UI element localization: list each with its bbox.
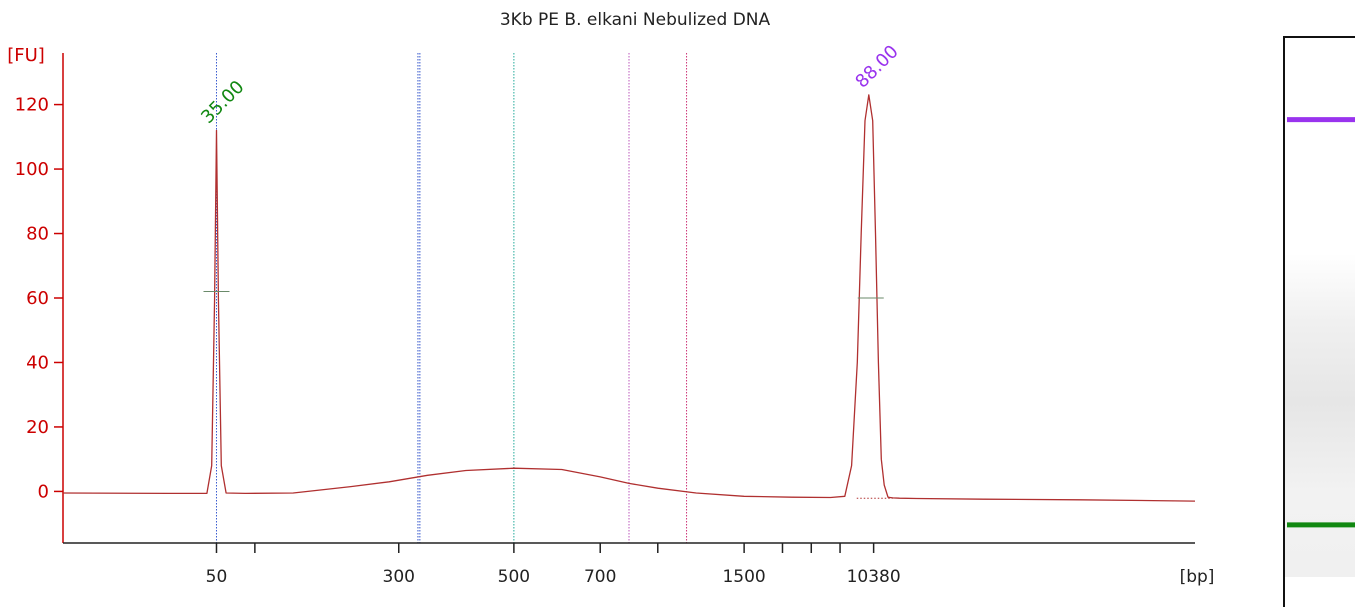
axes	[62, 53, 1195, 544]
x-tick-label-50: 50	[206, 567, 228, 587]
x-tick-label-300: 300	[383, 567, 415, 587]
y-tick-label-60: 60	[26, 288, 49, 309]
x-tick-label-10380: 10380	[847, 567, 901, 587]
peak-label-88.00: 88.00	[851, 41, 902, 92]
size-markers	[215, 53, 688, 543]
gel-lane-border	[1283, 36, 1355, 607]
y-tick-label-40: 40	[26, 352, 49, 373]
series-layer	[62, 94, 1196, 502]
y-tick-label-20: 20	[26, 417, 49, 438]
peak-annotations: 35.00 88.00	[197, 41, 903, 499]
gel-lane	[1283, 36, 1355, 607]
y-tick-label-0: 0	[38, 481, 49, 502]
gel-lane-bottom	[1284, 577, 1355, 607]
x-axis-unit: [bp]	[1180, 567, 1215, 587]
peak-label-35.00: 35.00	[197, 77, 248, 128]
chart-title: 3Kb PE B. elkani Nebulized DNA	[500, 10, 771, 30]
x-tick-label-500: 500	[498, 567, 530, 587]
series-line-0	[62, 94, 1196, 502]
y-axis-unit: [FU]	[7, 45, 45, 66]
x-tick-label-1500: 1500	[722, 567, 765, 587]
gel-lane-background	[1284, 37, 1355, 607]
y-tick-label-80: 80	[26, 224, 49, 245]
y-tick-label-120: 120	[15, 95, 49, 116]
y-ticks: 0 20 40 60 80 100 120	[15, 95, 63, 502]
x-ticks: 50 300 500 700 1500 10380	[206, 543, 901, 587]
y-tick-label-100: 100	[15, 159, 49, 180]
x-tick-label-700: 700	[584, 567, 616, 587]
